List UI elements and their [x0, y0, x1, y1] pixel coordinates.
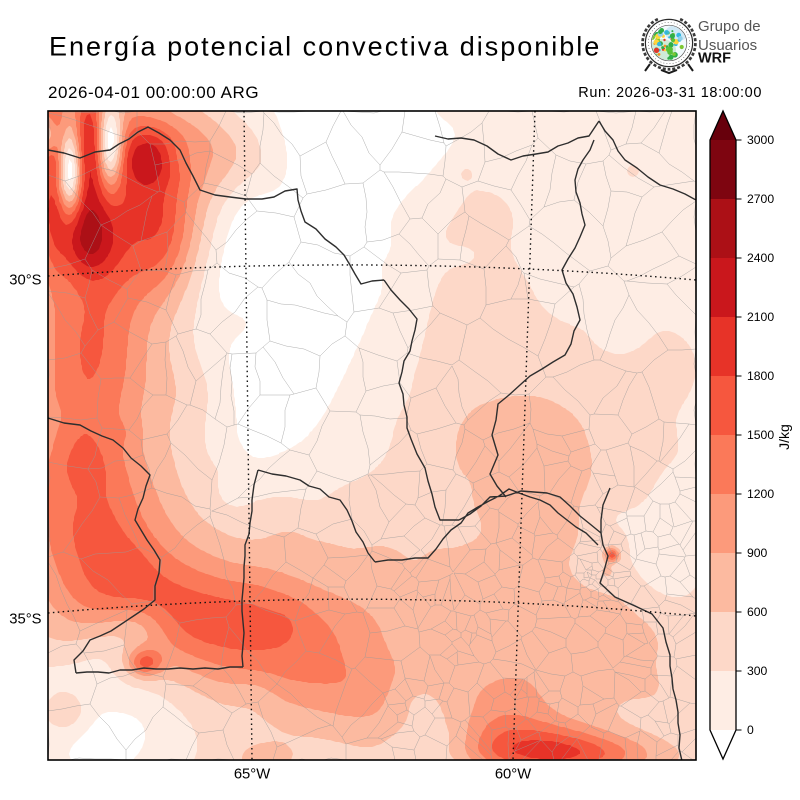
svg-text:Energía potencial convectiva d: Energía potencial convectiva disponible	[49, 32, 601, 62]
svg-text:1800: 1800	[747, 369, 774, 383]
svg-text:WRF: WRF	[698, 51, 731, 67]
svg-text:60°W: 60°W	[495, 767, 531, 783]
svg-text:2700: 2700	[747, 192, 774, 206]
svg-text:900: 900	[747, 546, 768, 560]
svg-text:65°W: 65°W	[234, 767, 270, 783]
svg-text:300: 300	[747, 664, 768, 678]
svg-text:30°S: 30°S	[9, 273, 41, 289]
svg-text:0: 0	[747, 723, 754, 737]
svg-text:1200: 1200	[747, 487, 774, 501]
svg-text:Grupo de: Grupo de	[698, 18, 761, 35]
svg-text:2400: 2400	[747, 251, 774, 265]
svg-text:1500: 1500	[747, 428, 774, 442]
svg-text:Usuarios: Usuarios	[698, 37, 757, 54]
svg-text:2026-04-01 00:00:00 ARG: 2026-04-01 00:00:00 ARG	[48, 83, 259, 102]
svg-text:Run: 2026-03-31 18:00:00: Run: 2026-03-31 18:00:00	[578, 85, 762, 101]
svg-text:2100: 2100	[747, 310, 774, 324]
svg-text:35°S: 35°S	[9, 612, 41, 628]
svg-text:3000: 3000	[747, 133, 774, 147]
svg-text:600: 600	[747, 605, 768, 619]
svg-text:J/kg: J/kg	[776, 424, 792, 450]
